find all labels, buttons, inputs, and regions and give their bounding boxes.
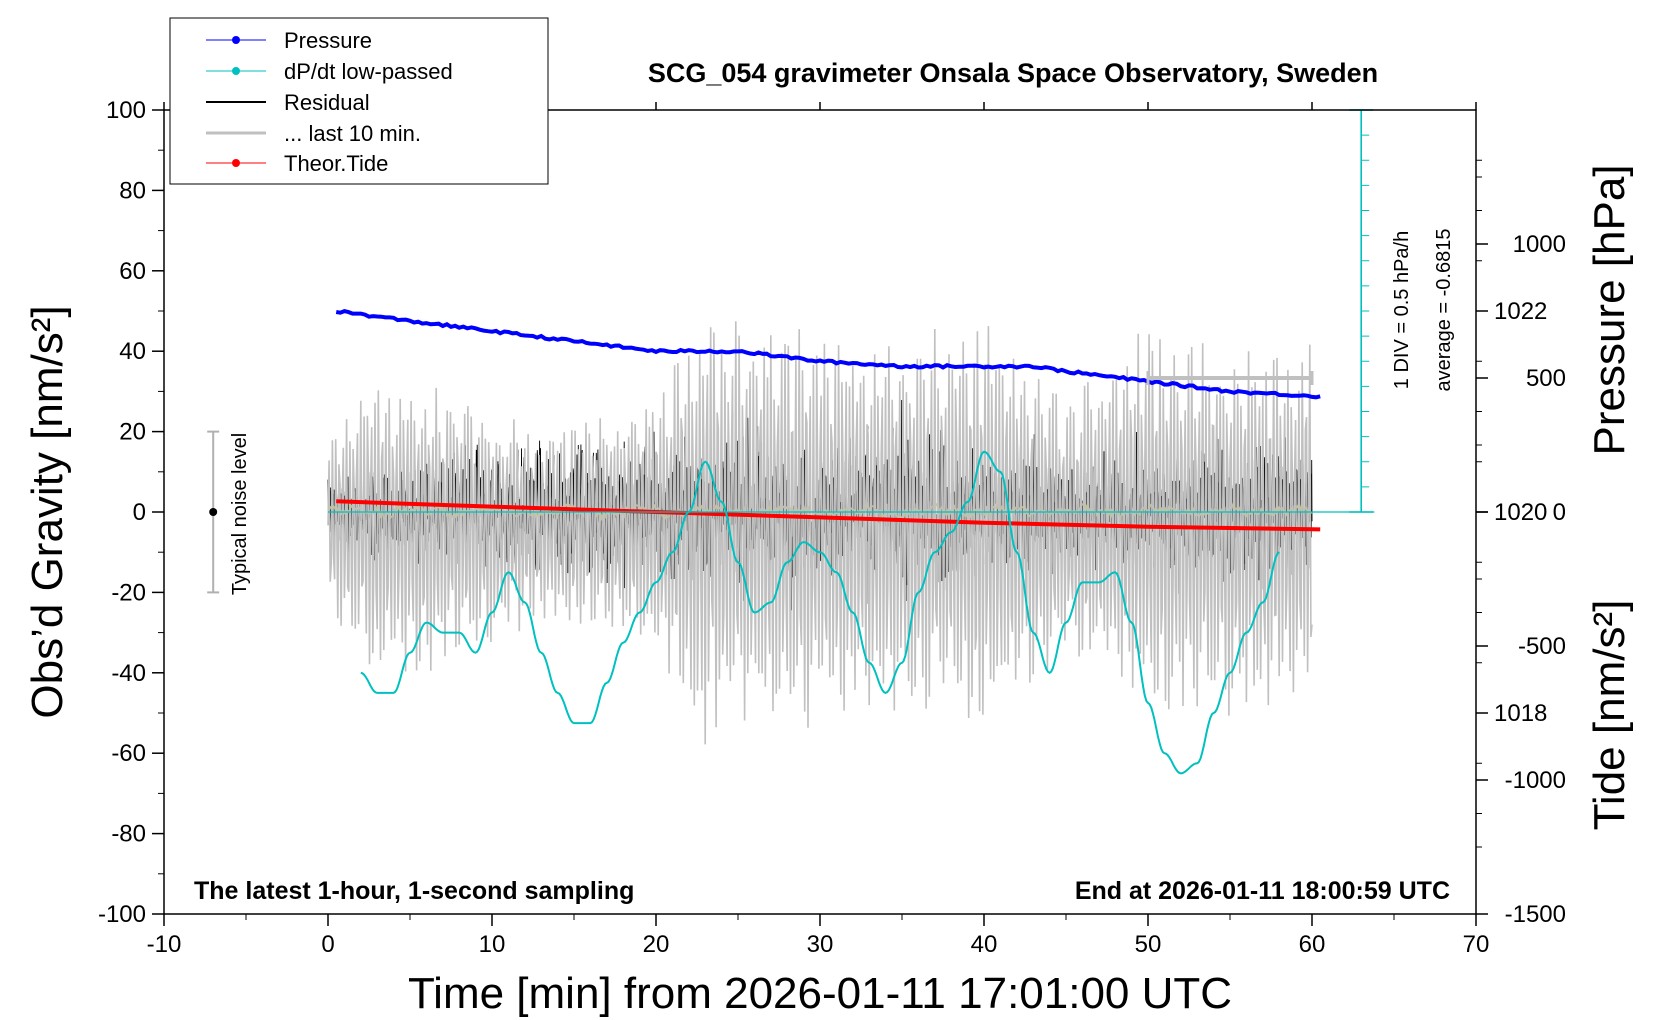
legend-item-dpdt: dP/dt low-passed [206, 59, 453, 84]
legend-item-theor-tide: Theor.Tide [206, 151, 388, 176]
x-tick-label: 60 [1299, 931, 1326, 958]
last-10-min-line [327, 321, 1313, 745]
pressure-line [335, 309, 1321, 400]
y-tick-label: -80 [111, 821, 146, 848]
sampling-note: The latest 1-hour, 1-second sampling [194, 877, 634, 905]
y-tick-label: 60 [119, 258, 146, 285]
axes-layer: -10 0 10 20 30 40 50 60 70-100-80-60-40-20020406… [98, 97, 1566, 958]
y-tick-label: -60 [111, 740, 146, 767]
tide-tick-label: 0 [1553, 499, 1566, 526]
x-tick-label: 50 [1135, 931, 1162, 958]
y-tick-label: 80 [119, 177, 146, 204]
x-tick-label: 20 [643, 931, 670, 958]
y-tick-label: 0 [133, 499, 146, 526]
x-tick-label: 40 [971, 931, 998, 958]
legend-item-residual: Residual [206, 90, 370, 115]
y-tick-label: 40 [119, 338, 146, 365]
theor-tide-line [336, 499, 1321, 532]
legend-label: ... last 10 min. [284, 121, 421, 146]
y-tick-label: 100 [106, 97, 146, 124]
tide-tick-label: -1500 [1505, 901, 1566, 928]
dpdt-scale-label: 1 DIV = 0.5 hPa/h [1391, 231, 1413, 389]
x-tick-label: 30 [807, 931, 834, 958]
noise-level-label: Typical noise level [229, 433, 251, 595]
y-tick-label: 20 [119, 419, 146, 446]
tide-tick-label: -1000 [1505, 767, 1566, 794]
legend-label: Theor.Tide [284, 151, 388, 176]
x-tick-label: 0 [321, 931, 334, 958]
y-tick-label: -20 [111, 579, 146, 606]
pressure-tick-label: 1020 [1494, 499, 1547, 526]
legend-item-last-10-min: ... last 10 min. [206, 121, 421, 146]
x-tick-label: -10 [147, 931, 182, 958]
legend-item-pressure: Pressure [206, 28, 372, 53]
tide-axis-label: Tide [nm/s²] [1585, 600, 1634, 831]
dpdt-average-label: average = -0.6815 [1433, 229, 1455, 392]
legend: Pressure dP/dt low-passed Residual ... l… [169, 17, 549, 185]
legend-label: dP/dt low-passed [284, 59, 453, 84]
pressure-series-layer [335, 309, 1321, 400]
chart-title: SCG_054 gravimeter Onsala Space Observat… [648, 58, 1378, 88]
tide-series-layer [327, 321, 1321, 745]
pressure-tick-label: 1018 [1494, 700, 1547, 727]
dpdt-line [360, 450, 1280, 775]
end-time-note: End at 2026-01-11 18:00:59 UTC [1075, 877, 1450, 905]
annotation-layer [207, 371, 1314, 594]
x-tick-label: 70 [1463, 931, 1490, 958]
legend-label: Residual [284, 90, 370, 115]
y-tick-label: -40 [111, 660, 146, 687]
legend-label: Pressure [284, 28, 372, 53]
tide-tick-label: -500 [1518, 633, 1566, 660]
tide-tick-label: 500 [1526, 365, 1566, 392]
x-axis-label: Time [min] from 2026-01-11 17:01:00 UTC [408, 969, 1232, 1018]
y-tick-label: -100 [98, 901, 146, 928]
x-tick-label: 10 [479, 931, 506, 958]
tide-tick-label: 1000 [1513, 231, 1566, 258]
pressure-tick-label: 1022 [1494, 298, 1547, 325]
left-axis-label: Obs’d Gravity [nm/s²] [23, 305, 72, 718]
noise-level-center [209, 508, 218, 516]
pressure-axis-label: Pressure [hPa] [1585, 164, 1634, 455]
